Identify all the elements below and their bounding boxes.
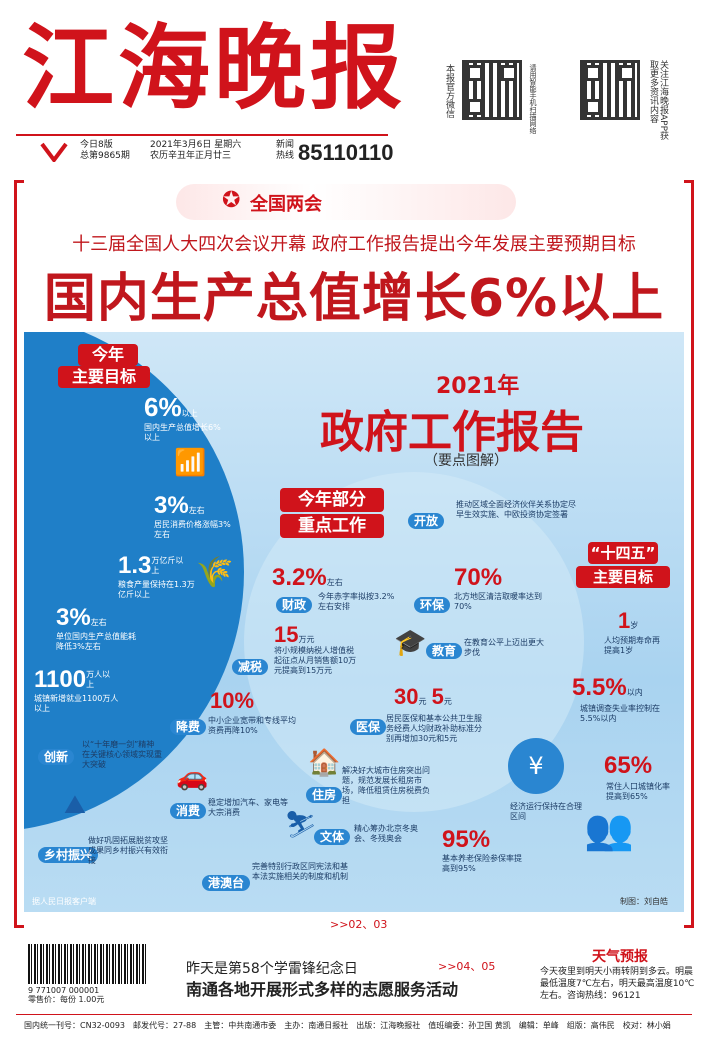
- continued-link[interactable]: >>02、03: [330, 918, 388, 931]
- car-icon: 🚗: [176, 762, 209, 792]
- work-item-fee: 10%: [210, 688, 255, 713]
- work-tag: 乡村振兴: [38, 844, 99, 863]
- work-desc: 解决好大城市住房突出问题，规范发展长租房市场，降低租赁住房税费负担: [342, 766, 430, 805]
- hotline-number: 85110110: [298, 140, 394, 165]
- work-title-1: 今年部分: [280, 488, 384, 512]
- qr2-label: 关注江海晚报APP获取更多资讯内容: [648, 60, 668, 141]
- work-desc: 做好巩固拓展脱贫攻坚成果同乡村振兴有效衔接: [88, 836, 168, 865]
- work-tag: 教育: [426, 640, 463, 659]
- work-desc: 今年赤字率拟按3.2%左右安排: [318, 592, 395, 611]
- work-desc: 北方地区清洁取暖率达到70%: [454, 592, 542, 611]
- barcode-number: 9 771007 000001: [28, 986, 100, 995]
- price: 零售价：每份 1.00元: [28, 995, 105, 1004]
- section-banner-text: 全国两会: [250, 194, 322, 215]
- work-tag: 医保: [350, 716, 387, 735]
- qr1-note: 请用智能手机扫描网络: [529, 64, 537, 134]
- qr1-label: 本报官方微信: [444, 64, 454, 118]
- source-note: 据人民日报客户端: [32, 897, 96, 906]
- plan-item: 95%: [442, 826, 491, 853]
- work-item-eco: 70%: [454, 564, 503, 591]
- work-tag: 消费: [170, 800, 207, 819]
- teaser-line-1[interactable]: 昨天是第58个学雷锋纪念日: [186, 961, 358, 977]
- section-banner: [176, 184, 516, 220]
- goal-item: 3%左右 居民消费价格涨幅3%左右: [154, 492, 231, 539]
- work-desc: 在教育公平上迈出更大步伐: [464, 638, 544, 657]
- plan-desc: 城镇调查失业率控制在5.5%以内: [580, 704, 660, 723]
- page-count: 今日8版: [80, 140, 113, 150]
- issue-date: 2021年3月6日 星期六: [150, 140, 242, 150]
- coin-icon: ¥: [508, 738, 564, 794]
- people-group-icon: 👥: [584, 807, 634, 853]
- issue-number: 总第9865期: [80, 151, 130, 161]
- plan-desc: 常住人口城镇化率提高到65%: [606, 782, 670, 801]
- work-desc: 精心筹办北京冬奥会、冬残奥会: [354, 824, 418, 843]
- frame-left: [14, 180, 24, 928]
- main-headline[interactable]: 国内生产总值增长6%以上: [43, 269, 665, 329]
- barcode: [28, 944, 148, 984]
- work-tag: 环保: [414, 594, 451, 613]
- plan-item: 5.5%以内: [572, 674, 643, 701]
- work-title-2: 重点工作: [280, 514, 384, 538]
- credit-note: 制图：刘自皓: [620, 897, 668, 906]
- work-tag: 文体: [314, 826, 351, 845]
- work-desc: 以“十年磨一剑”精神在关键核心领域实现重大突破: [82, 740, 162, 769]
- plan-desc: 人均预期寿命再提高1岁: [604, 636, 660, 655]
- goal-item: 3%左右 单位国内生产总值能耗降低3%左右: [56, 604, 136, 651]
- house-icon: 🏠: [308, 748, 341, 778]
- work-tag: 财政: [276, 594, 313, 613]
- work-tag: 降费: [170, 716, 207, 735]
- work-desc: 中小企业宽带和专线平均资费再降10%: [208, 716, 296, 735]
- work-item-medical: 30元 5元: [394, 684, 452, 709]
- work-desc: 居民医保和基本公共卫生服务经费人均财政补助标准分别再增加30元和5元: [386, 714, 482, 743]
- work-item-finance: 3.2%左右: [272, 564, 343, 591]
- teaser-link[interactable]: >>04、05: [438, 960, 496, 973]
- goal-item: 1100万人以上 城镇新增就业1100万人以上: [34, 666, 119, 713]
- work-tag: 住房: [306, 784, 343, 803]
- work-item-tax: 15万元: [274, 622, 315, 647]
- plan-item: 1岁: [618, 608, 639, 633]
- frame-right: [684, 180, 694, 928]
- footer-divider: [16, 1014, 692, 1015]
- hotline-label: 新闻热线: [276, 140, 295, 161]
- work-desc: 稳定增加汽车、家电等大宗消费: [208, 798, 288, 817]
- plan-desc: 基本养老保险参保率提高到95%: [442, 854, 522, 873]
- footer-info: 国内统一刊号：CN32-0093 邮发代号：27-88 主管：中共南通市委 主办…: [24, 1021, 671, 1030]
- wheat-icon: 🌾: [196, 555, 234, 590]
- masthead-divider: [16, 134, 388, 136]
- goals-title-2: 主要目标: [58, 366, 150, 388]
- report-subtitle: （要点图解）: [424, 453, 508, 469]
- subheadline: 十三届全国人大四次会议开幕 政府工作报告提出今年发展主要预期目标: [72, 234, 636, 255]
- infographic: 今年 主要目标 6%以上 国内生产总值增长6%以上 📶 3%左右 居民消费价格涨…: [24, 332, 684, 912]
- newspaper-logo-icon: [40, 140, 68, 164]
- work-desc: 完善特别行政区同宪法和基本法实施相关的制度和机制: [252, 862, 348, 881]
- report-year: 2021年: [436, 374, 520, 399]
- work-desc: 推动区域全面经济伙伴关系协定尽早生效实施、中欧投资协定签署: [456, 500, 576, 519]
- plan-title-1: “十四五”: [588, 542, 658, 564]
- graduation-cap-icon: 🎓: [394, 628, 427, 658]
- plan-title-2: 主要目标: [576, 566, 670, 588]
- work-tag: 创新: [38, 746, 75, 765]
- skier-icon: ⛷: [284, 810, 318, 840]
- work-tag: 港澳台: [202, 872, 251, 891]
- work-item-open: 开放: [408, 510, 445, 529]
- weather-title: 天气预报: [592, 949, 648, 965]
- goal-item: 6%以上 国内生产总值增长6%以上: [144, 392, 221, 442]
- goal-item: 1.3万亿斤以上 粮食产量保持在1.3万亿斤以上: [118, 552, 195, 599]
- teaser-line-2[interactable]: 南通各地开展形式多样的志愿服务活动: [186, 980, 459, 999]
- qr-code-newspaper[interactable]: [462, 60, 522, 120]
- masthead-title: 江海晚报: [22, 14, 407, 122]
- lunar-date: 农历辛丑年正月廿三: [150, 151, 232, 161]
- plan-desc: 经济运行保持在合理区间: [510, 802, 582, 821]
- weather-text: 今天夜里到明天小雨转阴到多云。明晨最低温度7℃左右，明天最高温度10℃左右。咨询…: [540, 967, 695, 1001]
- goals-title-1: 今年: [78, 344, 138, 366]
- work-tag: 减税: [232, 656, 269, 675]
- work-desc: 将小规模纳税人增值税起征点从月销售额10万元提高到15万元: [274, 646, 357, 675]
- emblem-icon: ✪: [222, 188, 241, 213]
- qr-code-app[interactable]: [580, 60, 640, 120]
- mountain-icon: ⛰: [64, 790, 86, 820]
- report-title: 政府工作报告: [320, 407, 584, 458]
- growth-chart-icon: 📶: [174, 448, 207, 478]
- plan-item: 65%: [604, 752, 653, 779]
